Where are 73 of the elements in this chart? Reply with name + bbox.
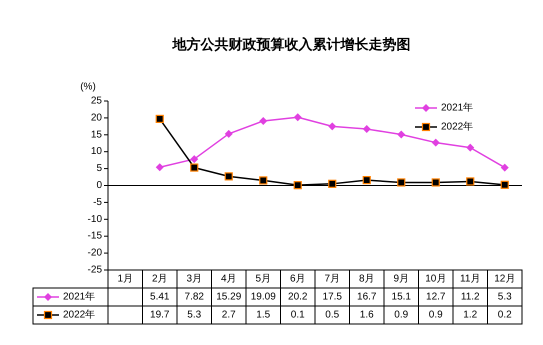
y-tick-label: -25 [88, 264, 102, 276]
data-label: 20.2 [288, 292, 308, 302]
text: 2021年 [63, 292, 96, 302]
point [432, 178, 440, 187]
point [224, 130, 233, 138]
point [156, 114, 164, 124]
point [466, 144, 474, 152]
data-label: 0.2 [498, 310, 512, 320]
data-label: 19.09 [250, 292, 276, 302]
point [500, 180, 509, 189]
point [500, 164, 509, 172]
point [328, 122, 336, 130]
point [190, 163, 198, 172]
data-label: 0.9 [394, 310, 409, 320]
data-label: 0.9 [428, 310, 444, 320]
legend-label: 2021年 [441, 102, 474, 114]
data-label: 5.41 [150, 292, 170, 302]
point [259, 116, 268, 125]
data-label: 1.6 [360, 310, 374, 320]
y-tick-label: -20 [88, 248, 102, 259]
data-label: 0.5 [325, 310, 340, 320]
point [362, 125, 371, 134]
point [259, 176, 268, 185]
point [294, 181, 302, 190]
point [397, 130, 406, 138]
x-tick-label: 7月 [324, 274, 340, 284]
point [224, 172, 233, 180]
chart-title: 地方公共财政预算收入累计增长走势图 [172, 36, 410, 52]
data-label: 5.3 [498, 292, 512, 302]
data-label: 12.7 [426, 292, 446, 302]
point [190, 155, 198, 164]
data-label: 7.82 [184, 292, 204, 302]
y-tick-label: 20 [90, 112, 102, 124]
y-tick-label: -5 [93, 196, 102, 208]
data-label: 11.2 [460, 292, 480, 302]
point [156, 163, 164, 172]
data-label: 16.7 [357, 292, 377, 302]
point [466, 177, 474, 186]
y-tick-label: 0 [96, 180, 102, 191]
y-tick-label: 15 [90, 129, 102, 140]
y-tick-label: -10 [88, 214, 102, 225]
data-label: 19.7 [150, 310, 170, 320]
x-tick-label: 4月 [220, 274, 237, 284]
x-tick-label: 12月 [494, 274, 516, 284]
point [397, 178, 406, 187]
data-label: 1.2 [463, 310, 478, 320]
data-label: 15.1 [392, 292, 412, 302]
y-tick-label: 5 [96, 163, 102, 174]
data-label: 17.5 [322, 292, 342, 302]
point [328, 180, 336, 188]
data-label: 2.7 [222, 310, 236, 320]
x-tick-label: 8月 [358, 274, 375, 284]
x-tick-label: 9月 [393, 274, 410, 284]
x-tick-label: 3月 [186, 274, 202, 284]
y-tick-label: 10 [90, 146, 102, 158]
x-tick-label: 6月 [290, 274, 306, 284]
point [432, 138, 440, 147]
data-label: 5.3 [187, 310, 202, 320]
point [362, 176, 371, 184]
y-tick-label: -15 [88, 230, 102, 242]
x-tick-label: 10月 [425, 274, 446, 284]
x-tick-label: 5月 [255, 274, 272, 284]
x-tick-label: 2月 [152, 274, 168, 284]
y-tick-label: 25 [90, 96, 102, 106]
data-label: 0.1 [290, 310, 306, 320]
x-tick-label: 1月 [117, 274, 134, 284]
y-axis-title: (%) [80, 82, 96, 92]
legend-label: 2022年 [441, 120, 474, 132]
x-tick-label: 11月 [460, 274, 480, 284]
data-label: 15.29 [216, 292, 242, 302]
data-label: 1.5 [256, 310, 271, 320]
text: 2022年 [63, 310, 96, 320]
point [294, 113, 302, 122]
